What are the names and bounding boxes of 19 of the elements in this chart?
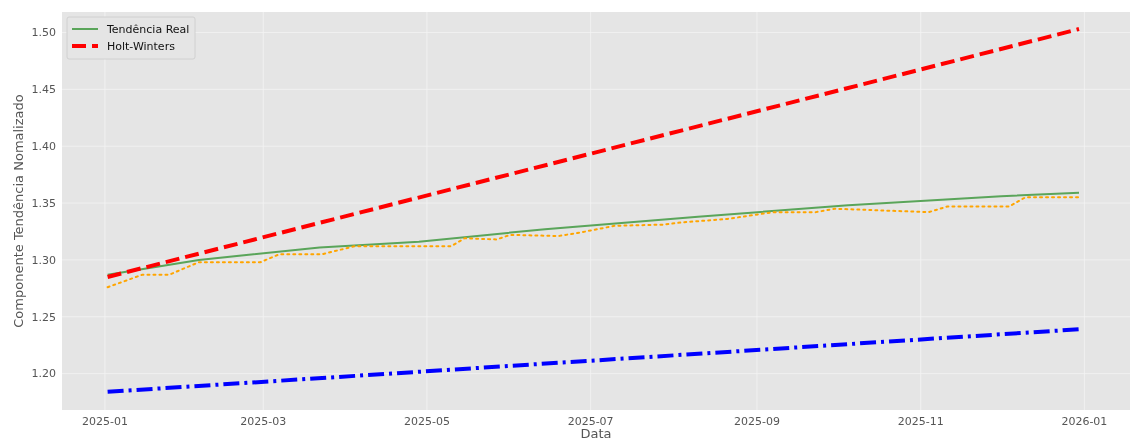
x-tick-label: 2025-09 bbox=[734, 415, 780, 428]
x-axis-title: Data bbox=[580, 426, 612, 439]
x-tick-label: 2025-11 bbox=[897, 415, 944, 428]
y-tick-label: 1.25 bbox=[31, 310, 56, 324]
y-tick-label: 1.50 bbox=[31, 26, 56, 40]
legend-label: Tendência Real bbox=[106, 22, 190, 36]
x-tick-label: 2025-03 bbox=[240, 415, 287, 428]
y-tick-label: 1.20 bbox=[31, 367, 56, 381]
x-tick-label: 2025-07 bbox=[567, 415, 614, 428]
y-tick-label: 1.35 bbox=[31, 196, 56, 210]
y-tick-label: 1.40 bbox=[31, 140, 56, 154]
y-tick-label: 1.30 bbox=[31, 253, 56, 267]
x-tick-label: 2025-05 bbox=[403, 415, 450, 428]
x-tick-label: 2025-01 bbox=[81, 415, 128, 428]
legend-label: Holt-Winters bbox=[107, 39, 176, 53]
y-tick-label: 1.45 bbox=[31, 83, 56, 97]
line-series bbox=[106, 191, 1081, 276]
y-axis-title: Componente Tendência Nomalizado bbox=[11, 94, 26, 328]
x-tick-label: 2026-01 bbox=[1061, 415, 1108, 428]
